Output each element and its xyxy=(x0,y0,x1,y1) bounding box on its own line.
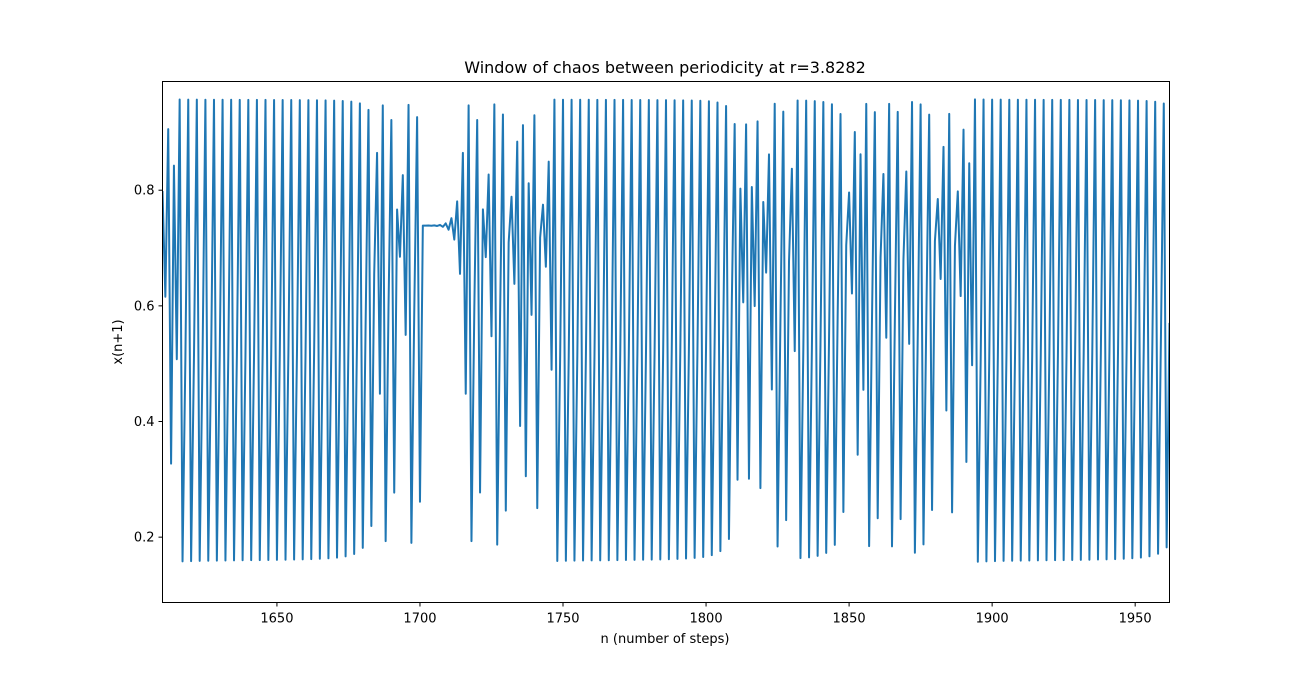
y-tick-label: 0.6 xyxy=(134,299,155,314)
x-tick-label: 1800 xyxy=(690,612,723,627)
plot-area xyxy=(162,81,1170,603)
y-axis-ticks: 0.2 0.4 0.6 0.8 xyxy=(134,184,163,546)
y-tick-label: 0.8 xyxy=(134,184,155,199)
x-tick-label: 1650 xyxy=(260,612,293,627)
x-tick-label: 1950 xyxy=(1119,612,1152,627)
x-axis-ticks: 1650 1700 1750 1800 1850 1900 1950 xyxy=(260,602,1152,627)
axes-frame xyxy=(162,81,1170,603)
x-axis-label: n (number of steps) xyxy=(601,632,730,647)
y-tick-label: 0.4 xyxy=(134,415,155,430)
chart-title: Window of chaos between periodicity at r… xyxy=(464,58,866,77)
series-line xyxy=(162,98,1170,563)
x-tick-label: 1700 xyxy=(403,612,436,627)
x-tick-label: 1750 xyxy=(546,612,579,627)
x-tick-label: 1900 xyxy=(976,612,1009,627)
x-tick-label: 1850 xyxy=(833,612,866,627)
series-layer xyxy=(162,98,1170,563)
y-tick-label: 0.2 xyxy=(134,531,155,546)
y-axis-label: x(n+1) xyxy=(111,319,126,364)
